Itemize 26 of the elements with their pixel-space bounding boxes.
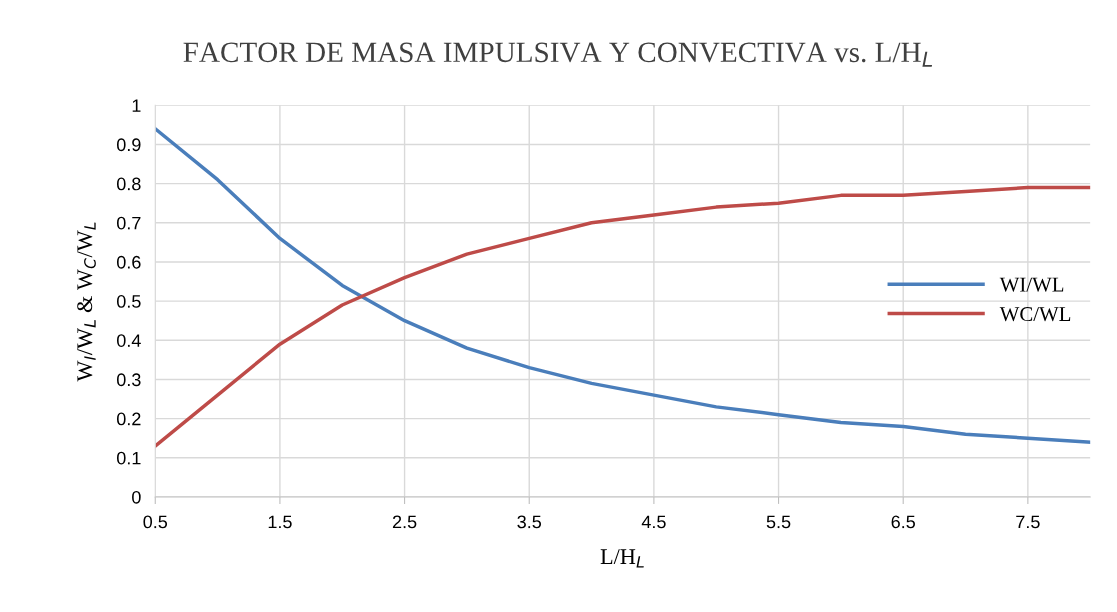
x-tick-label: 0.5: [143, 515, 168, 529]
y-tick-label: 0.8: [116, 177, 141, 191]
x-tick-label: 2.5: [392, 515, 417, 529]
y-tick-label: 0.4: [116, 334, 141, 347]
y-tick-label: 0.6: [116, 255, 141, 269]
y-tick-label: 0: [132, 490, 141, 504]
line-series: [155, 185, 1091, 448]
y-tick-label: 0.1: [116, 451, 141, 465]
legend-label: WI/WL: [999, 277, 1064, 292]
legend-label: WC/WL: [999, 307, 1071, 322]
y-tick-label: 0.7: [116, 216, 141, 230]
y-tick-label: 1: [132, 99, 141, 112]
y-tick-label: 0.3: [116, 373, 141, 387]
y-tick-label: 0.5: [116, 295, 141, 308]
x-tick-label: 1.5: [268, 515, 292, 529]
y-tick-label: 0.9: [116, 138, 141, 152]
x-tick-label: 6.5: [891, 515, 915, 529]
y-tick-label: 0.2: [116, 412, 141, 426]
x-tick-label: 5.5: [766, 515, 791, 529]
x-tick-label: 7.5: [1016, 515, 1040, 529]
chart-title: FACTOR DE MASA IMPULSIVA Y CONVECTIVA vs. L/H$_{L}$: [183, 42, 933, 67]
x-tick-label: 4.5: [641, 515, 666, 529]
x-axis-title: L/H$_{L}$: [600, 549, 644, 568]
y-axis-title: W$_{I}$/W$_{L}$ & W$_{C}$/W$_{L}$: [77, 222, 96, 382]
x-tick-label: 3.5: [517, 515, 542, 529]
line-series: [155, 127, 1091, 444]
